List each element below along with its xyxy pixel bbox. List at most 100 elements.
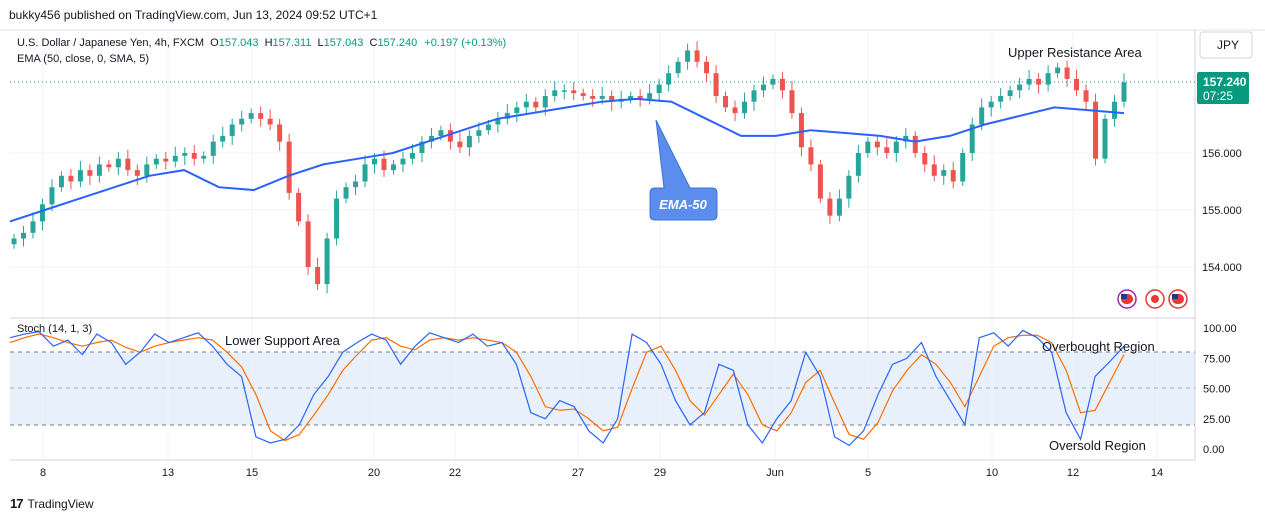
- candle-body: [182, 153, 188, 156]
- candle-body: [362, 164, 368, 182]
- candle-body: [315, 267, 321, 285]
- candle-body: [808, 147, 814, 165]
- time-tick-label: Jun: [766, 467, 784, 479]
- ema-callout-label: EMA-50: [659, 197, 707, 212]
- price-tick-label: 154.000: [1202, 262, 1242, 274]
- time-tick-label: 20: [368, 467, 380, 479]
- stoch-axis-labels: 100.00 75.00 50.00 25.00 0.00: [1203, 323, 1237, 456]
- candle-body: [381, 158, 387, 171]
- candle-body: [277, 124, 283, 142]
- candle-body: [115, 158, 121, 168]
- stoch-legend: Stoch (14, 1, 3): [17, 323, 92, 335]
- candle-body: [988, 101, 994, 108]
- candle-body: [267, 118, 273, 125]
- candle-body: [30, 221, 36, 233]
- candle-body: [561, 90, 567, 92]
- candle-body: [153, 158, 159, 165]
- us-flag-icon[interactable]: [1117, 289, 1137, 309]
- candle-body: [637, 96, 643, 99]
- stoch-tick-label: 100.00: [1203, 323, 1237, 335]
- jp-flag-icon[interactable]: [1145, 289, 1165, 309]
- candle-body: [353, 181, 359, 188]
- price-tick-label: 155.000: [1202, 205, 1242, 217]
- currency-button[interactable]: JPY: [1199, 31, 1253, 59]
- tradingview-logo[interactable]: 17 TradingView: [10, 496, 94, 511]
- us-flag-icon-2[interactable]: [1168, 289, 1188, 309]
- candle-body: [732, 107, 738, 114]
- price-badge-countdown: 07:25: [1203, 89, 1233, 103]
- candle-body: [590, 96, 596, 99]
- candle-body: [239, 118, 245, 125]
- candle-body: [96, 164, 102, 176]
- candle-body: [1064, 67, 1070, 79]
- price-tick-label: 156.000: [1202, 148, 1242, 160]
- candle-body: [656, 84, 662, 94]
- candle-body: [931, 164, 937, 176]
- ema-legend: EMA (50, close, 0, SMA, 5): [17, 53, 149, 65]
- candle-body: [457, 141, 463, 148]
- candle-body: [760, 84, 766, 91]
- candle-body: [798, 113, 804, 148]
- candle-body: [969, 124, 975, 153]
- candle-body: [1074, 78, 1080, 91]
- candle-body: [542, 96, 548, 108]
- tradingview-brand: TradingView: [27, 496, 94, 511]
- time-tick-label: 14: [1151, 467, 1163, 479]
- candle-body: [1017, 84, 1023, 91]
- candle-body: [258, 113, 264, 119]
- time-tick-label: 29: [654, 467, 666, 479]
- candle-body: [49, 187, 55, 205]
- price-axis-labels: 154.000 155.000 156.000: [1202, 148, 1242, 274]
- candle-body: [134, 170, 140, 176]
- candle-body: [58, 175, 64, 188]
- candle-body: [87, 170, 93, 176]
- time-tick-label: 8: [40, 467, 46, 479]
- time-tick-label: 5: [865, 467, 871, 479]
- candle-body: [1045, 73, 1051, 85]
- candle-body: [950, 170, 956, 182]
- candle-body: [495, 118, 501, 125]
- stoch-d-line: [9, 333, 1125, 442]
- candle-body: [20, 232, 26, 239]
- candle-body: [172, 155, 178, 162]
- oversold-label: Oversold Region: [1049, 438, 1146, 453]
- currency-button-frame[interactable]: [1199, 31, 1253, 59]
- candle-body: [286, 141, 292, 193]
- currency-label[interactable]: JPY: [1217, 38, 1239, 52]
- upper-resistance-label: Upper Resistance Area: [1008, 45, 1142, 60]
- candle-body: [571, 90, 577, 94]
- time-tick-label: 12: [1067, 467, 1079, 479]
- stoch-tick-label: 25.00: [1203, 414, 1231, 426]
- candle-body: [466, 135, 472, 148]
- candle-body: [11, 238, 17, 245]
- candle-body: [789, 90, 795, 114]
- candle-body: [647, 93, 653, 99]
- candle-body: [163, 158, 169, 162]
- candle-body: [419, 141, 425, 153]
- candle-body: [865, 141, 871, 153]
- candle-body: [1007, 90, 1013, 96]
- candle-body: [855, 153, 861, 176]
- candle-body: [400, 158, 406, 165]
- candle-body: [609, 96, 615, 102]
- candle-body: [779, 78, 785, 91]
- candle-body: [960, 153, 966, 182]
- price-badge: 157.240 07:25: [1197, 72, 1249, 104]
- time-axis-labels: 8 13 15 20 22 27 29 Jun 5 10 12 14: [40, 467, 1163, 479]
- candle-body: [874, 141, 880, 148]
- price-badge-price: 157.240: [1203, 75, 1247, 89]
- candle-body: [979, 107, 985, 125]
- candle-body: [68, 175, 74, 182]
- candle-body: [485, 124, 491, 131]
- candle-body: [1093, 101, 1099, 159]
- candle-body: [390, 164, 396, 171]
- time-tick-label: 13: [162, 467, 174, 479]
- candle-body: [144, 164, 150, 176]
- candle-body: [428, 135, 434, 142]
- candle-body: [941, 170, 947, 176]
- candle-body: [372, 158, 378, 165]
- lower-support-label: Lower Support Area: [225, 333, 341, 348]
- candle-body: [201, 155, 207, 159]
- candle-body: [1083, 90, 1089, 102]
